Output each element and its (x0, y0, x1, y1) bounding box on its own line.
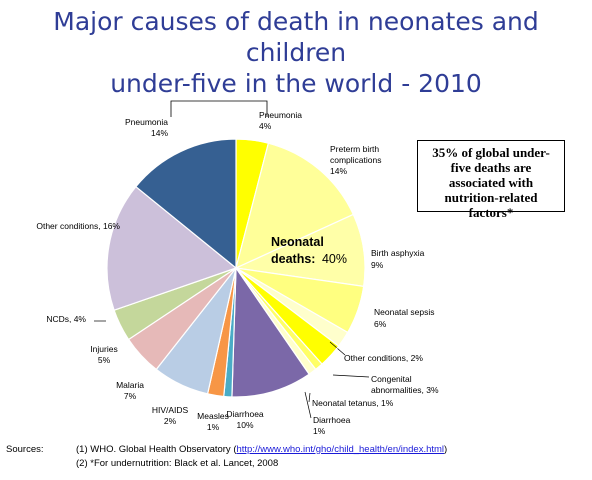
pie-chart: Pneumonia 4% Preterm birth complications 14%… (36, 100, 439, 436)
title-line-2: under-five in the world - 2010 (110, 69, 482, 98)
pie-slice-pneumonia-postneonatal (135, 138, 237, 270)
source-2: (2) *For undernutrition: Black et al. La… (76, 458, 279, 469)
slice-label-11: Malaria 7% (116, 380, 144, 401)
leader-line-3 (304, 391, 312, 419)
neonatal-outline (235, 138, 366, 375)
who-link[interactable]: http://www.who.int/gho/child_health/en/i… (236, 444, 445, 455)
sources-label: Sources: (6, 444, 44, 455)
pneumonia-bracket (170, 100, 268, 117)
slice-label-9: Measles 1% (197, 411, 229, 432)
source-1-prefix: (1) WHO. Global Health Observatory ( (76, 444, 237, 455)
slice-label-1: Preterm birth complications 14% (330, 144, 382, 176)
pie-slice-other-conditions-postneonatal (106, 185, 238, 311)
slice-label-5: Congenital abnormalities, 3% (371, 374, 439, 395)
title-line-1: Major causes of death in neonates and ch… (53, 7, 539, 67)
slice-label-2: Birth asphyxia 9% (371, 248, 425, 270)
neonatal-label-value: 40% (322, 252, 347, 266)
slice-label-8: Diarrhoea 10% (226, 409, 264, 430)
chart-title: Major causes of death in neonates and ch… (0, 6, 592, 99)
callout-line-2: five deaths are (450, 160, 532, 175)
slice-label-0: Pneumonia 4% (259, 110, 302, 131)
leader-line-2 (308, 392, 311, 403)
slice-label-10: HIV/AIDS 2% (152, 405, 189, 426)
pie-slice-diarrhoea-postneonatal (231, 266, 310, 398)
slice-label-3: Neonatal sepsis 6% (374, 307, 434, 329)
slice-label-12: Injuries 5% (90, 344, 117, 365)
slice-label-14: Other conditions, 16% (36, 221, 120, 231)
callout-line-4: nutrition-related (444, 190, 538, 205)
callout-line-5: factors* (468, 205, 514, 220)
slice-label-15: Pneumonia 14% (125, 117, 168, 138)
nutrition-callout: 35% of global under- five deaths are ass… (417, 140, 565, 220)
source-1-suffix: ) (444, 444, 448, 455)
leader-lines (94, 100, 370, 419)
slice-label-6: Neonatal tetanus, 1% (312, 398, 394, 408)
slice-label-13: NCDs, 4% (46, 314, 86, 324)
slice-labels: Pneumonia 4% Preterm birth complications 14%… (36, 110, 439, 436)
pie-slices (106, 138, 366, 398)
callout-line-1: 35% of global under- (432, 145, 550, 160)
leader-line-1 (332, 374, 370, 378)
slice-label-7: Diarrhoea 1% (313, 415, 351, 436)
slice-label-4: Other conditions, 2% (344, 353, 423, 363)
neonatal-label-line-2: deaths: 40% (271, 252, 347, 266)
source-1: (1) WHO. Global Health Observatory (http… (76, 444, 447, 455)
callout-line-3: associated with (448, 175, 534, 190)
neonatal-label-line-1: Neonatal (271, 235, 324, 249)
neonatal-label-bold: deaths: (271, 252, 315, 266)
